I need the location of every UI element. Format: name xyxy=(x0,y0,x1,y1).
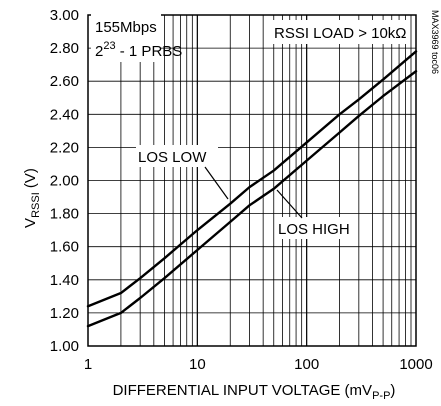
load-annotation-bg xyxy=(269,20,408,44)
series-line-los-high xyxy=(86,70,418,328)
y-tick-label: 1.00 xyxy=(50,338,79,355)
load-annotation: RSSI LOAD > 10kΩ xyxy=(274,25,407,42)
prbs-exponent: 23 xyxy=(103,40,115,52)
watermark: MAX3969 toc06 xyxy=(430,10,440,74)
los-high-leader xyxy=(276,189,303,219)
x-axis-title: DIFFERENTIAL INPUT VOLTAGE (mVP-P) xyxy=(113,382,396,402)
los-high-label-bg xyxy=(276,217,356,239)
y-tick-label: 2.60 xyxy=(50,73,79,90)
x-axis-title-main: DIFFERENTIAL INPUT VOLTAGE (mV xyxy=(113,382,372,399)
y-axis-title-tail: (V) xyxy=(22,168,39,192)
prbs-tail: - 1 PRBS xyxy=(116,43,183,60)
y-tick-label: 2.20 xyxy=(50,139,79,156)
prbs-base: 2 xyxy=(95,43,103,60)
los-low-label: LOS LOW xyxy=(138,149,207,166)
y-tick-label: 1.60 xyxy=(50,239,79,256)
x-tick-label: 1000 xyxy=(399,356,432,373)
y-tick-label: 2.80 xyxy=(50,40,79,57)
x-tick-label: 100 xyxy=(294,356,319,373)
rate-annotation-bg xyxy=(91,14,161,62)
series-line-los-low xyxy=(86,50,418,308)
y-tick-label: 2.00 xyxy=(50,173,79,190)
y-tick-label: 1.20 xyxy=(50,305,79,322)
prbs-annotation: 223 - 1 PRBS xyxy=(95,40,182,60)
series-lines xyxy=(86,50,418,328)
grid xyxy=(87,14,417,347)
plot-frame xyxy=(87,14,417,347)
los-low-leader xyxy=(204,166,229,200)
y-tick-labels: 1.00 1.20 1.40 1.60 1.80 2.00 2.20 2.40 2.60 2.80… xyxy=(50,7,79,355)
x-axis-title-sub: P-P xyxy=(372,390,390,402)
rate-annotation: 155Mbps xyxy=(95,19,157,36)
x-axis-title-tail: ) xyxy=(390,382,395,399)
los-high-label: LOS HIGH xyxy=(278,221,350,238)
y-axis-title: VRSSI (V) xyxy=(22,168,42,228)
x-tick-label: 1 xyxy=(84,356,92,373)
y-tick-label: 3.00 xyxy=(50,7,79,24)
y-tick-label: 1.80 xyxy=(50,206,79,223)
y-axis-title-sub: RSSI xyxy=(30,192,42,218)
y-axis-title-main: V xyxy=(22,218,39,228)
y-tick-label: 2.40 xyxy=(50,106,79,123)
x-tick-labels: 1 10 100 1000 xyxy=(84,356,433,373)
y-tick-label: 1.40 xyxy=(50,272,79,289)
x-tick-label: 10 xyxy=(189,356,206,373)
los-low-label-bg xyxy=(136,145,218,167)
